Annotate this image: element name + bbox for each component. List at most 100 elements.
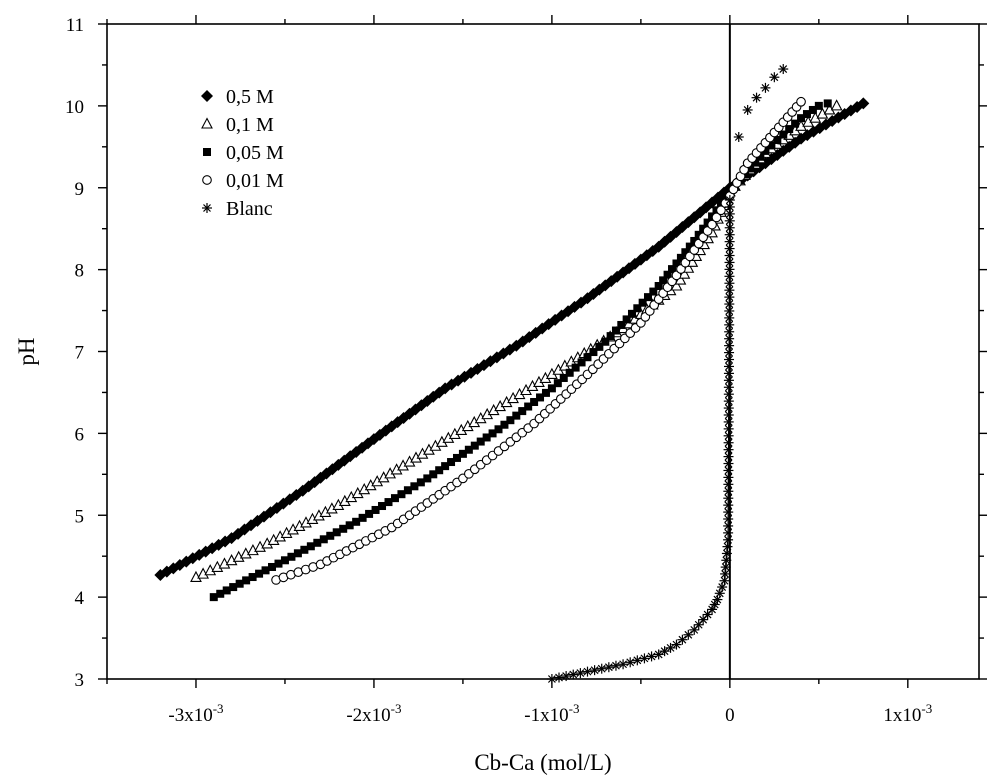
data-point (698, 614, 709, 625)
data-point (724, 285, 735, 296)
legend-label: Blanc (226, 198, 273, 220)
x-tick-label: -1x10-3 (524, 701, 579, 726)
data-point (541, 388, 550, 397)
data-point (571, 363, 580, 372)
data-point (313, 538, 322, 547)
data-point (654, 282, 663, 290)
data-point (638, 298, 647, 307)
data-point (723, 458, 734, 469)
data-point (723, 527, 734, 538)
data-point (300, 545, 309, 554)
data-point (530, 397, 539, 406)
data-point (582, 666, 593, 677)
data-point (242, 576, 251, 585)
data-point (617, 320, 626, 329)
legend-marker (202, 203, 212, 213)
data-point (339, 524, 348, 533)
data-point (659, 276, 668, 285)
data-point (723, 416, 734, 427)
data-point (791, 119, 800, 128)
data-point (565, 368, 574, 377)
data-point (711, 212, 722, 223)
data-point (464, 445, 473, 454)
data-point (280, 556, 289, 565)
x-tick-mantissa: -3x10 (168, 705, 212, 726)
data-point (723, 451, 734, 462)
x-tick-exponent: -3 (921, 701, 932, 716)
data-point (583, 353, 592, 362)
data-point (568, 669, 579, 680)
y-tick-label: 10 (65, 97, 84, 118)
data-point (857, 97, 870, 110)
data-point (518, 407, 527, 416)
legend-label: 0,1 M (226, 114, 274, 136)
data-point (724, 222, 735, 233)
data-point (797, 114, 806, 123)
data-point (423, 474, 432, 483)
legend-label: 0,01 M (226, 170, 284, 192)
legend-label: 0,05 M (226, 142, 284, 164)
data-point (643, 293, 652, 302)
data-point (559, 373, 568, 382)
data-point (222, 586, 231, 595)
data-point (447, 458, 456, 467)
data-point (577, 358, 586, 367)
data-point (742, 104, 753, 115)
x-tick-label: 1x10-3 (883, 701, 932, 726)
data-point (778, 64, 789, 75)
data-point (756, 152, 765, 161)
data-point (773, 135, 782, 144)
x-tick-exponent: -3 (213, 701, 224, 716)
data-point (547, 384, 556, 393)
data-point (503, 343, 516, 356)
data-point (482, 433, 491, 442)
data-point (627, 309, 636, 318)
x-axis-title: Cb-Ca (mol/L) (474, 750, 611, 775)
data-point (524, 402, 533, 411)
data-point (458, 449, 467, 458)
data-point (345, 521, 354, 530)
data-point (724, 195, 735, 206)
data-point (476, 437, 485, 446)
data-point (682, 261, 695, 273)
x-tick-mantissa: 1x10 (883, 705, 921, 726)
data-point (229, 583, 238, 592)
data-point (352, 517, 361, 526)
data-point (384, 498, 393, 507)
y-tick-label: 11 (66, 15, 84, 36)
data-point (410, 482, 419, 491)
data-point (610, 660, 621, 671)
data-point (671, 639, 682, 650)
data-point (261, 566, 270, 575)
data-point (746, 164, 755, 173)
data-point (429, 470, 438, 479)
data-point (676, 253, 685, 262)
legend-marker (201, 117, 213, 129)
y-tick-label: 7 (75, 343, 85, 364)
data-point (677, 634, 688, 645)
series-0-01-m (271, 96, 806, 585)
data-point (611, 326, 620, 335)
data-point (724, 354, 735, 365)
data-point (365, 509, 374, 518)
data-point (595, 342, 604, 351)
data-point (751, 92, 762, 103)
data-series (154, 64, 870, 684)
y-tick-label: 3 (75, 670, 85, 691)
legend-marker (202, 175, 212, 185)
data-point (724, 299, 735, 310)
data-point (796, 96, 806, 107)
data-point (287, 552, 296, 561)
data-point (403, 486, 412, 495)
data-point (306, 542, 315, 551)
data-point (723, 375, 734, 386)
data-point (326, 531, 335, 540)
x-tick-label: -2x10-3 (346, 701, 401, 726)
data-point (723, 486, 734, 497)
data-point (723, 382, 734, 393)
data-point (622, 315, 631, 324)
data-point (668, 265, 677, 274)
x-tick-exponent: -3 (569, 701, 580, 716)
data-point (494, 425, 503, 434)
